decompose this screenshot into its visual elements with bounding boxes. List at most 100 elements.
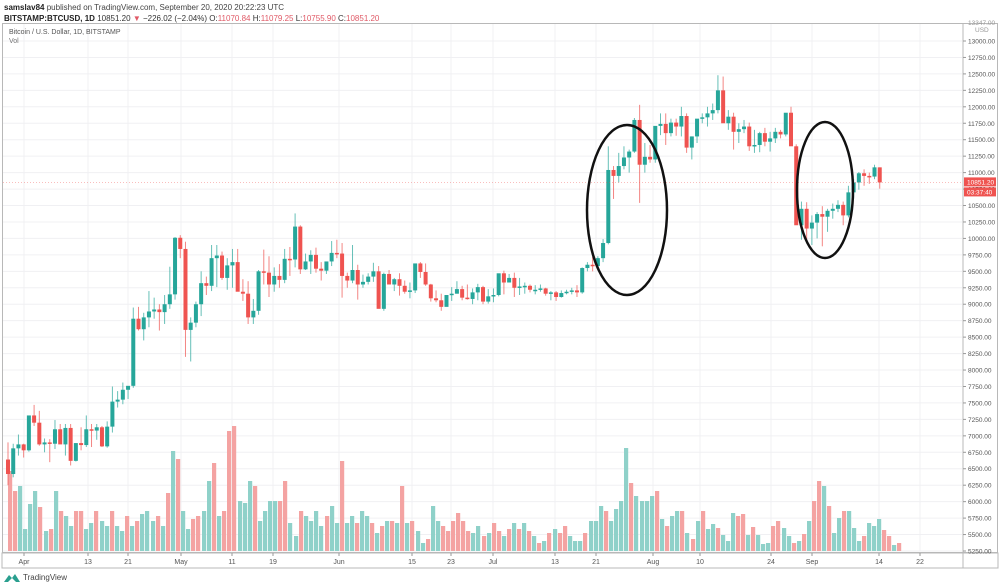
volume-bar xyxy=(512,523,517,551)
candle xyxy=(465,297,470,300)
candle xyxy=(397,279,402,286)
time-tick-label: Aug xyxy=(647,559,660,566)
volume-bar xyxy=(822,486,827,551)
candle xyxy=(674,122,679,127)
time-tick-label: Jul xyxy=(489,559,498,566)
volume-bar xyxy=(502,536,507,551)
volume-bar xyxy=(761,544,766,551)
price-tick-label: 10000.00 xyxy=(968,236,995,243)
volume-bar xyxy=(105,526,110,551)
time-axis[interactable]: Apr 13 21 May 11 19 Jun 15 23 Jul 13 21 Aug 10 24 Sep 14… xyxy=(19,553,924,566)
candle xyxy=(454,289,459,294)
publisher-name[interactable]: samslav84 xyxy=(4,3,45,12)
candle xyxy=(230,262,235,266)
volume-bar xyxy=(232,426,237,551)
candle xyxy=(611,169,616,176)
volume-bar xyxy=(867,523,872,551)
candle xyxy=(157,309,162,313)
candle xyxy=(261,271,266,273)
time-tick-label: 24 xyxy=(767,559,775,566)
volume-bar xyxy=(395,523,400,551)
candle xyxy=(47,442,52,444)
volume-bar xyxy=(23,529,28,551)
chart-legend-title: Bitcoin / U.S. Dollar, 1D, BITSTAMP xyxy=(9,29,121,36)
time-tick-label: 11 xyxy=(228,559,235,566)
price-tick-label: 12000.00 xyxy=(968,104,995,111)
candle xyxy=(679,116,684,127)
price-tick-label: 8500.00 xyxy=(968,335,992,342)
volume-bar xyxy=(207,481,212,551)
candle xyxy=(188,322,193,330)
volume-bar xyxy=(892,545,897,551)
candle xyxy=(366,276,371,282)
candle xyxy=(256,271,261,311)
volume-bar xyxy=(634,496,639,551)
candle xyxy=(653,125,658,160)
annotation-ellipse[interactable] xyxy=(795,120,855,260)
candle xyxy=(715,90,720,111)
candle xyxy=(308,254,313,262)
volume-bar xyxy=(350,516,355,551)
volume-bar xyxy=(181,511,186,551)
volume-bar xyxy=(665,526,670,551)
volume-bar xyxy=(140,514,145,551)
volume-bar xyxy=(38,507,43,551)
candle xyxy=(146,311,151,318)
volume-bar xyxy=(400,486,405,551)
volume-bar xyxy=(466,531,471,551)
candle xyxy=(585,264,590,269)
volume-bar xyxy=(507,529,512,551)
price-tick-label: 5250.00 xyxy=(968,549,992,556)
candle xyxy=(272,275,277,285)
volume-bar xyxy=(360,511,365,551)
volume-bar xyxy=(655,491,660,551)
candle xyxy=(418,263,423,272)
time-tick-label: 23 xyxy=(447,559,455,566)
volume-bar xyxy=(196,516,201,551)
candle xyxy=(115,399,120,402)
volume-bar xyxy=(166,493,171,551)
candle xyxy=(768,138,773,142)
candle xyxy=(32,415,37,423)
volume-bar xyxy=(882,530,887,551)
volume-bar xyxy=(766,543,771,551)
price-change: −226.02 (−2.04%) xyxy=(142,14,208,23)
candle xyxy=(11,448,16,475)
candle xyxy=(246,293,251,318)
candle xyxy=(444,295,449,307)
volume-bar xyxy=(731,513,736,551)
open-label: O: xyxy=(209,14,218,23)
volume-bar xyxy=(751,527,756,551)
price-axis[interactable]: 5250.00 5500.00 5750.00 6000.00 6250.00 6500.… xyxy=(963,20,995,556)
candle xyxy=(37,422,42,445)
price-tick-label: 9000.00 xyxy=(968,302,992,309)
candle xyxy=(220,255,225,278)
candle xyxy=(21,444,26,451)
price-tick-label: 11500.00 xyxy=(968,137,995,144)
tradingview-brand[interactable]: TradingView xyxy=(4,573,67,582)
candle xyxy=(747,126,752,147)
candle xyxy=(533,289,538,292)
volume-bar xyxy=(645,501,650,551)
candle xyxy=(648,156,653,160)
volume-bar xyxy=(680,511,685,551)
volume-bar xyxy=(471,533,476,551)
candle xyxy=(825,210,830,217)
candle xyxy=(569,290,574,292)
annotation-ellipse[interactable] xyxy=(585,123,669,297)
candle xyxy=(428,284,433,299)
candle xyxy=(371,271,376,277)
volume-bar xyxy=(380,526,385,551)
candle xyxy=(131,318,136,386)
candle xyxy=(606,169,611,244)
candle xyxy=(762,133,767,142)
candle xyxy=(240,291,245,294)
volume-bar xyxy=(573,541,578,551)
currency-label: USD xyxy=(975,27,989,34)
time-tick-label: May xyxy=(174,559,188,566)
last-price: 10851.20 xyxy=(97,14,131,23)
volume-bar xyxy=(563,526,568,551)
candle xyxy=(293,226,298,260)
tradingview-label: TradingView xyxy=(23,573,68,582)
